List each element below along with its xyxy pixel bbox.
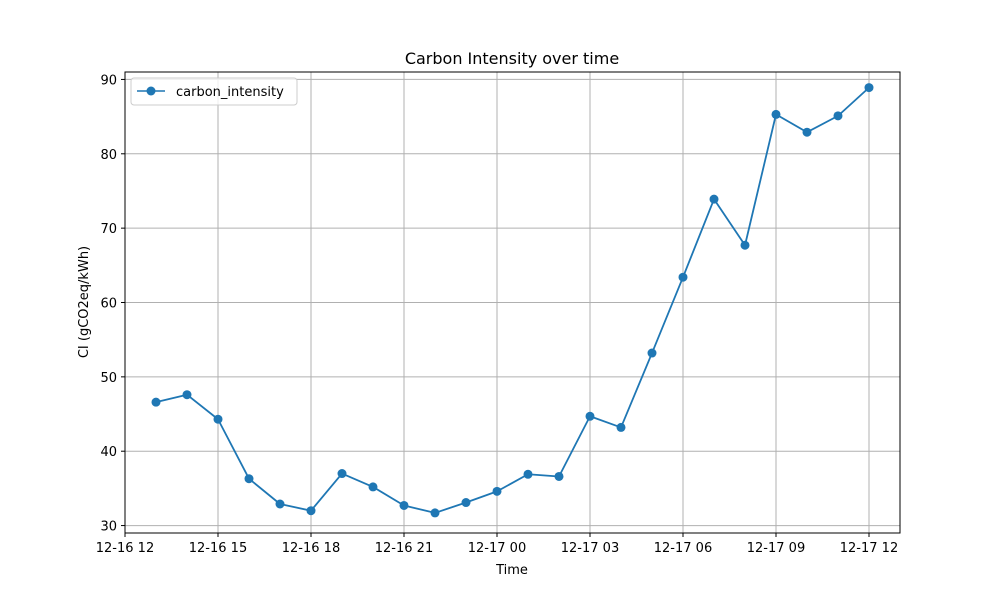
y-tick-label: 40: [100, 445, 117, 460]
x-tick-label: 12-17 09: [747, 541, 805, 556]
data-point: [554, 471, 564, 481]
data-point: [802, 127, 812, 137]
data-point: [461, 498, 471, 508]
data-point: [585, 411, 595, 421]
x-tick-label: 12-17 06: [654, 541, 712, 556]
grid: [124, 72, 900, 533]
x-tick-label: 12-16 12: [96, 541, 154, 556]
x-axis-ticks: 12-16 12 12-16 15 12-16 18 12-16 21 12-17 00…: [96, 533, 898, 556]
y-tick-label: 70: [100, 222, 117, 237]
y-tick-label: 30: [100, 520, 117, 535]
data-point: [523, 469, 533, 479]
data-point: [151, 397, 161, 407]
data-point: [771, 109, 781, 119]
series-line-carbon_intensity: [155, 86, 870, 514]
y-axis-ticks: 30 40 50 60 70 80 90: [100, 73, 125, 535]
y-tick-label: 90: [100, 73, 117, 88]
data-point: [244, 474, 254, 484]
data-point: [709, 194, 719, 204]
legend: carbon_intensity: [130, 77, 298, 106]
x-tick-label: 12-16 18: [282, 541, 340, 556]
data-point: [833, 111, 843, 121]
data-point: [740, 240, 750, 250]
legend-box: [130, 77, 298, 106]
data-point: [337, 469, 347, 479]
data-point: [864, 83, 874, 93]
data-point: [647, 348, 657, 358]
series-layer: [151, 83, 874, 518]
data-point: [430, 508, 440, 518]
data-point: [368, 482, 378, 492]
y-tick-label: 80: [100, 148, 117, 163]
data-point: [182, 390, 192, 400]
data-point: [213, 414, 223, 424]
y-axis-title: CI (gCO2eq/kWh): [77, 246, 92, 358]
x-tick-label: 12-17 12: [840, 541, 898, 556]
y-tick-label: 50: [100, 371, 117, 386]
data-point: [306, 506, 316, 516]
x-axis-title: Time: [495, 563, 528, 578]
y-tick-label: 60: [100, 297, 117, 312]
x-tick-label: 12-17 00: [468, 541, 526, 556]
data-point: [492, 486, 502, 496]
x-tick-label: 12-17 03: [561, 541, 619, 556]
x-tick-label: 12-16 15: [189, 541, 247, 556]
data-point: [678, 272, 688, 282]
data-point: [399, 500, 409, 510]
chart-title: Carbon Intensity over time: [405, 49, 619, 68]
data-point: [275, 499, 285, 509]
data-point: [616, 422, 626, 432]
x-tick-label: 12-16 21: [375, 541, 433, 556]
legend-marker-swatch: [146, 86, 156, 96]
legend-label-carbon-intensity: carbon_intensity: [176, 85, 284, 100]
